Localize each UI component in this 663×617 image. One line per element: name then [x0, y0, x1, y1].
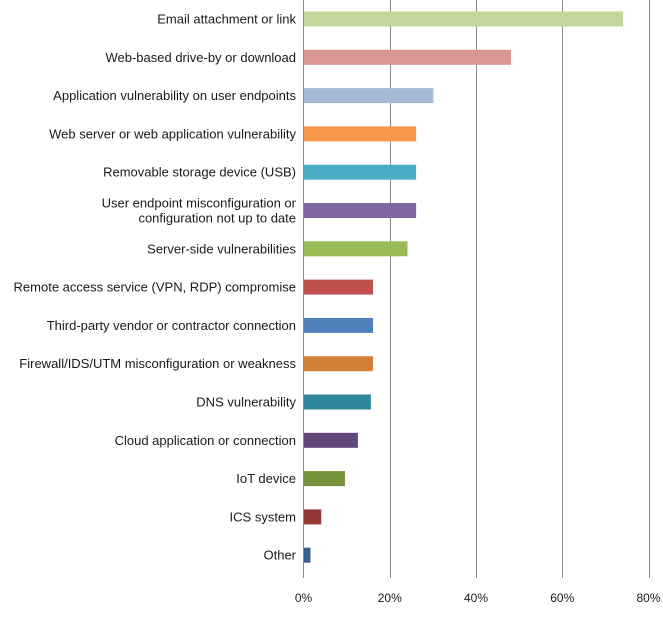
- bar-8: [304, 317, 373, 333]
- category-labels: Email attachment or link Web-based drive-…: [14, 12, 297, 563]
- category-label-3: Web server or web application vulnerabil…: [49, 126, 296, 141]
- category-label-5-line-0: User endpoint misconfiguration or: [102, 196, 297, 211]
- bar-10: [304, 394, 371, 410]
- bar-2: [304, 88, 434, 104]
- bar-3: [304, 126, 417, 142]
- bar-5: [304, 203, 417, 218]
- category-label-5-line-1: configuration not up to date: [138, 211, 296, 226]
- x-tick-label-0: 0%: [295, 591, 313, 605]
- category-label-13: ICS system: [230, 509, 296, 524]
- category-label-9: Firewall/IDS/UTM misconfiguration or wea…: [19, 356, 296, 371]
- x-tick-label-80: 80%: [636, 591, 660, 605]
- bar-11: [304, 432, 358, 448]
- category-label-8: Third-party vendor or contractor connect…: [47, 318, 296, 333]
- category-label-12: IoT device: [236, 471, 296, 486]
- category-label-2: Application vulnerability on user endpoi…: [53, 88, 296, 103]
- gridlines: [390, 0, 650, 578]
- bar-6: [304, 241, 408, 257]
- bar-9: [304, 356, 373, 372]
- bar-13: [304, 509, 322, 525]
- bar-12: [304, 471, 345, 487]
- category-label-7: Remote access service (VPN, RDP) comprom…: [14, 280, 296, 295]
- category-label-14: Other: [263, 548, 296, 563]
- bar-0: [304, 11, 624, 27]
- bar-4: [304, 164, 417, 180]
- bar-14: [304, 547, 311, 563]
- category-label-10: DNS vulnerability: [196, 395, 296, 410]
- category-label-11: Cloud application or connection: [115, 433, 296, 448]
- category-label-4: Removable storage device (USB): [103, 165, 296, 180]
- bar-7: [304, 279, 373, 295]
- bar-1: [304, 49, 511, 65]
- x-tick-label-20: 20%: [378, 591, 402, 605]
- category-label-1: Web-based drive-by or download: [105, 50, 296, 65]
- bars: [304, 11, 624, 563]
- x-axis-ticks: 0% 20% 40% 60% 80%: [295, 591, 661, 605]
- x-tick-label-40: 40%: [464, 591, 488, 605]
- x-tick-label-60: 60%: [550, 591, 574, 605]
- category-label-0: Email attachment or link: [157, 12, 296, 27]
- category-label-6: Server-side vulnerabilities: [147, 241, 296, 256]
